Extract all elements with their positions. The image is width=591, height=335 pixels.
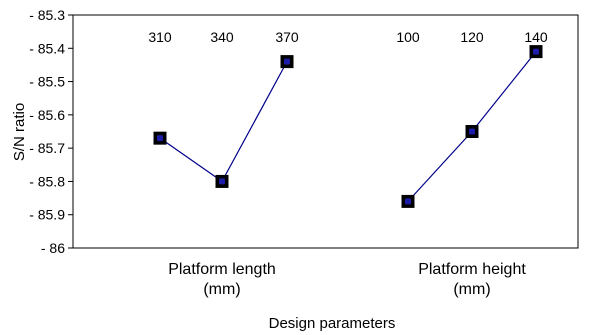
series [154, 45, 543, 208]
data-point-marker-center [284, 59, 290, 65]
level-label: 100 [396, 29, 420, 45]
level-label: 370 [275, 29, 299, 45]
y-tick-label: - 86 [41, 240, 65, 256]
y-tick-label: - 85.6 [29, 107, 65, 123]
level-label: 120 [460, 29, 484, 45]
level-label: 310 [148, 29, 172, 45]
y-tick-label: - 85.8 [29, 173, 65, 189]
data-point-marker-center [219, 178, 225, 184]
y-tick-label: - 85.9 [29, 207, 65, 223]
y-tick-label: - 85.7 [29, 140, 65, 156]
y-tick-label: - 85.4 [29, 40, 65, 56]
data-point-marker-center [405, 198, 411, 204]
level-label: 340 [210, 29, 234, 45]
group-label-line1: Platform height [418, 261, 526, 278]
group-labels: Platform length (mm) Platform height (mm) [168, 261, 526, 298]
group-label-line2: (mm) [203, 281, 240, 298]
level-labels: 310 340 370 100 120 140 [148, 29, 548, 45]
y-tick-label: - 85.5 [29, 74, 65, 90]
plot-frame [73, 15, 578, 248]
series-line [160, 62, 287, 182]
level-label: 140 [524, 29, 548, 45]
plot-border [73, 15, 578, 248]
data-point-marker-center [469, 129, 475, 135]
y-axis-ticks: - 85.3 - 85.4 - 85.5 - 85.6 - 85.7 - 85.8 - 85… [29, 7, 73, 256]
group-label-line1: Platform length [168, 261, 276, 278]
x-axis-title: Design parameters [269, 315, 396, 332]
y-axis-title: S/N ratio [11, 103, 28, 161]
data-point-marker-center [157, 135, 163, 141]
group-label-line2: (mm) [453, 281, 490, 298]
data-point-marker-center [533, 49, 539, 55]
y-tick-label: - 85.3 [29, 7, 65, 23]
